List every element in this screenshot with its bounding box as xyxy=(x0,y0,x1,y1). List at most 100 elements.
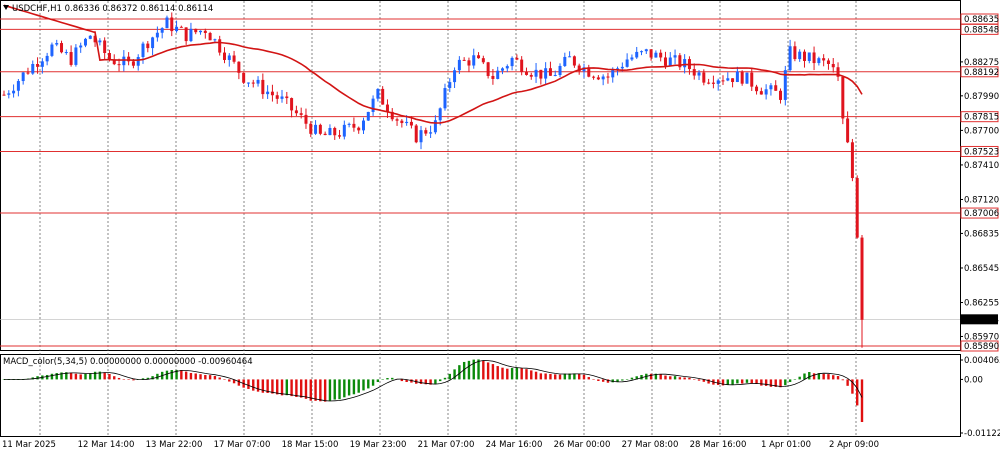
candle-body xyxy=(328,127,332,136)
macd-histogram-bar xyxy=(688,377,691,380)
macd-histogram-bar xyxy=(84,373,87,380)
price-tick-label: 0.88275 xyxy=(964,58,999,68)
macd-histogram-bar xyxy=(271,379,274,394)
macd-histogram-bar xyxy=(151,376,154,380)
candle-body xyxy=(26,72,30,74)
candle-body xyxy=(798,51,802,60)
candle-body xyxy=(515,57,519,60)
time-label: 26 Mar 00:00 xyxy=(554,440,611,450)
candle-body xyxy=(649,49,653,58)
current-price-box xyxy=(961,314,998,325)
macd-histogram-bar xyxy=(611,379,614,383)
candle-body xyxy=(750,72,754,87)
level-price-label: 0.88635 xyxy=(964,15,999,25)
level-price-label: 0.85890 xyxy=(964,342,999,352)
level-price-box xyxy=(960,145,999,157)
candle-body xyxy=(616,68,620,70)
macd-histogram-bar xyxy=(673,376,677,380)
candle-body xyxy=(175,26,179,32)
macd-histogram-bar xyxy=(731,379,734,385)
candle-body xyxy=(711,82,715,84)
macd-histogram-bar xyxy=(822,373,825,380)
macd-histogram-bar xyxy=(333,379,336,400)
candle-body xyxy=(769,85,773,90)
candle-body xyxy=(716,80,720,84)
macd-histogram-bar xyxy=(482,360,485,380)
candle-body xyxy=(496,70,500,79)
candle-body xyxy=(155,32,159,38)
candle-body xyxy=(592,76,596,78)
macd-histogram-bar xyxy=(223,379,226,380)
level-price-box xyxy=(960,340,999,352)
macd-histogram-bar xyxy=(472,359,475,380)
macd-histogram-bar xyxy=(592,379,595,380)
macd-histogram-bar xyxy=(812,373,816,380)
macd-histogram-bar xyxy=(491,364,495,380)
candle-body xyxy=(620,66,624,69)
macd-histogram-bar xyxy=(261,379,265,393)
macd-histogram-bar xyxy=(856,379,859,406)
macd-histogram-bar xyxy=(755,379,758,384)
macd-histogram-bar xyxy=(343,379,346,398)
candle-body xyxy=(40,61,44,67)
candle-body xyxy=(189,28,193,42)
macd-histogram-bar xyxy=(103,372,106,380)
candle-body xyxy=(419,130,423,143)
macd-histogram-bar xyxy=(319,379,322,402)
candle-body xyxy=(409,121,413,126)
candle-body xyxy=(491,75,495,79)
candle-body xyxy=(424,130,428,134)
level-price-label: 0.88192 xyxy=(964,68,999,78)
candle-body xyxy=(31,63,35,74)
candle-body xyxy=(755,86,759,92)
candle-body xyxy=(462,59,466,61)
macd-histogram-bar xyxy=(113,376,116,380)
macd-histogram-bar xyxy=(669,376,672,380)
symbol-dropdown-icon[interactable] xyxy=(3,5,9,10)
level-price-label: 0.87523 xyxy=(964,147,999,157)
candle-body xyxy=(194,28,198,33)
time-label: 19 Mar 23:00 xyxy=(350,440,407,450)
candle-body xyxy=(831,63,835,68)
macd-histogram-bar xyxy=(467,360,471,380)
macd-histogram-bar xyxy=(323,379,327,402)
candle-body xyxy=(184,27,188,42)
candle-body xyxy=(735,71,739,83)
macd-histogram-bar xyxy=(654,373,658,380)
candle-body xyxy=(242,72,246,83)
candle-body xyxy=(36,63,40,67)
candle-body xyxy=(266,91,270,95)
macd-histogram-bar xyxy=(146,377,149,380)
candle-body xyxy=(251,82,255,84)
macd-histogram-bar xyxy=(860,379,864,423)
candle-body xyxy=(659,52,663,58)
candle-body xyxy=(783,70,787,100)
macd-histogram-bar xyxy=(779,379,782,388)
candle-body xyxy=(237,61,241,73)
candle-body xyxy=(246,82,250,84)
candle-body xyxy=(793,46,797,60)
macd-histogram-bar xyxy=(232,379,236,384)
macd-histogram-bar xyxy=(98,371,102,380)
candle-body xyxy=(481,58,485,63)
candle-body xyxy=(601,76,605,80)
macd-histogram-bar xyxy=(175,369,178,380)
macd-histogram-bar xyxy=(93,371,97,380)
candle-body xyxy=(640,51,644,53)
candle-body xyxy=(385,104,389,112)
macd-histogram-bar xyxy=(803,373,806,380)
candle-body xyxy=(2,94,6,96)
candle-body xyxy=(817,58,821,64)
macd-histogram-bar xyxy=(371,379,375,386)
candle-body xyxy=(731,78,735,83)
candle-body xyxy=(400,120,404,124)
macd-histogram-bar xyxy=(693,379,696,380)
macd-histogram-bar xyxy=(510,368,514,380)
candle-body xyxy=(606,76,610,78)
macd-histogram-bar xyxy=(745,379,749,383)
candle-body xyxy=(486,62,490,76)
candle-body xyxy=(45,55,49,62)
candle-body xyxy=(405,121,409,124)
macd-histogram-bar xyxy=(228,379,231,382)
